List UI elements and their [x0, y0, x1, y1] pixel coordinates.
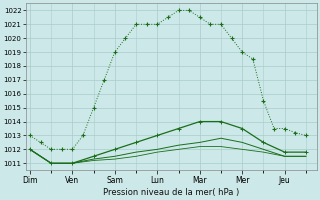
- X-axis label: Pression niveau de la mer( hPa ): Pression niveau de la mer( hPa ): [103, 188, 239, 197]
